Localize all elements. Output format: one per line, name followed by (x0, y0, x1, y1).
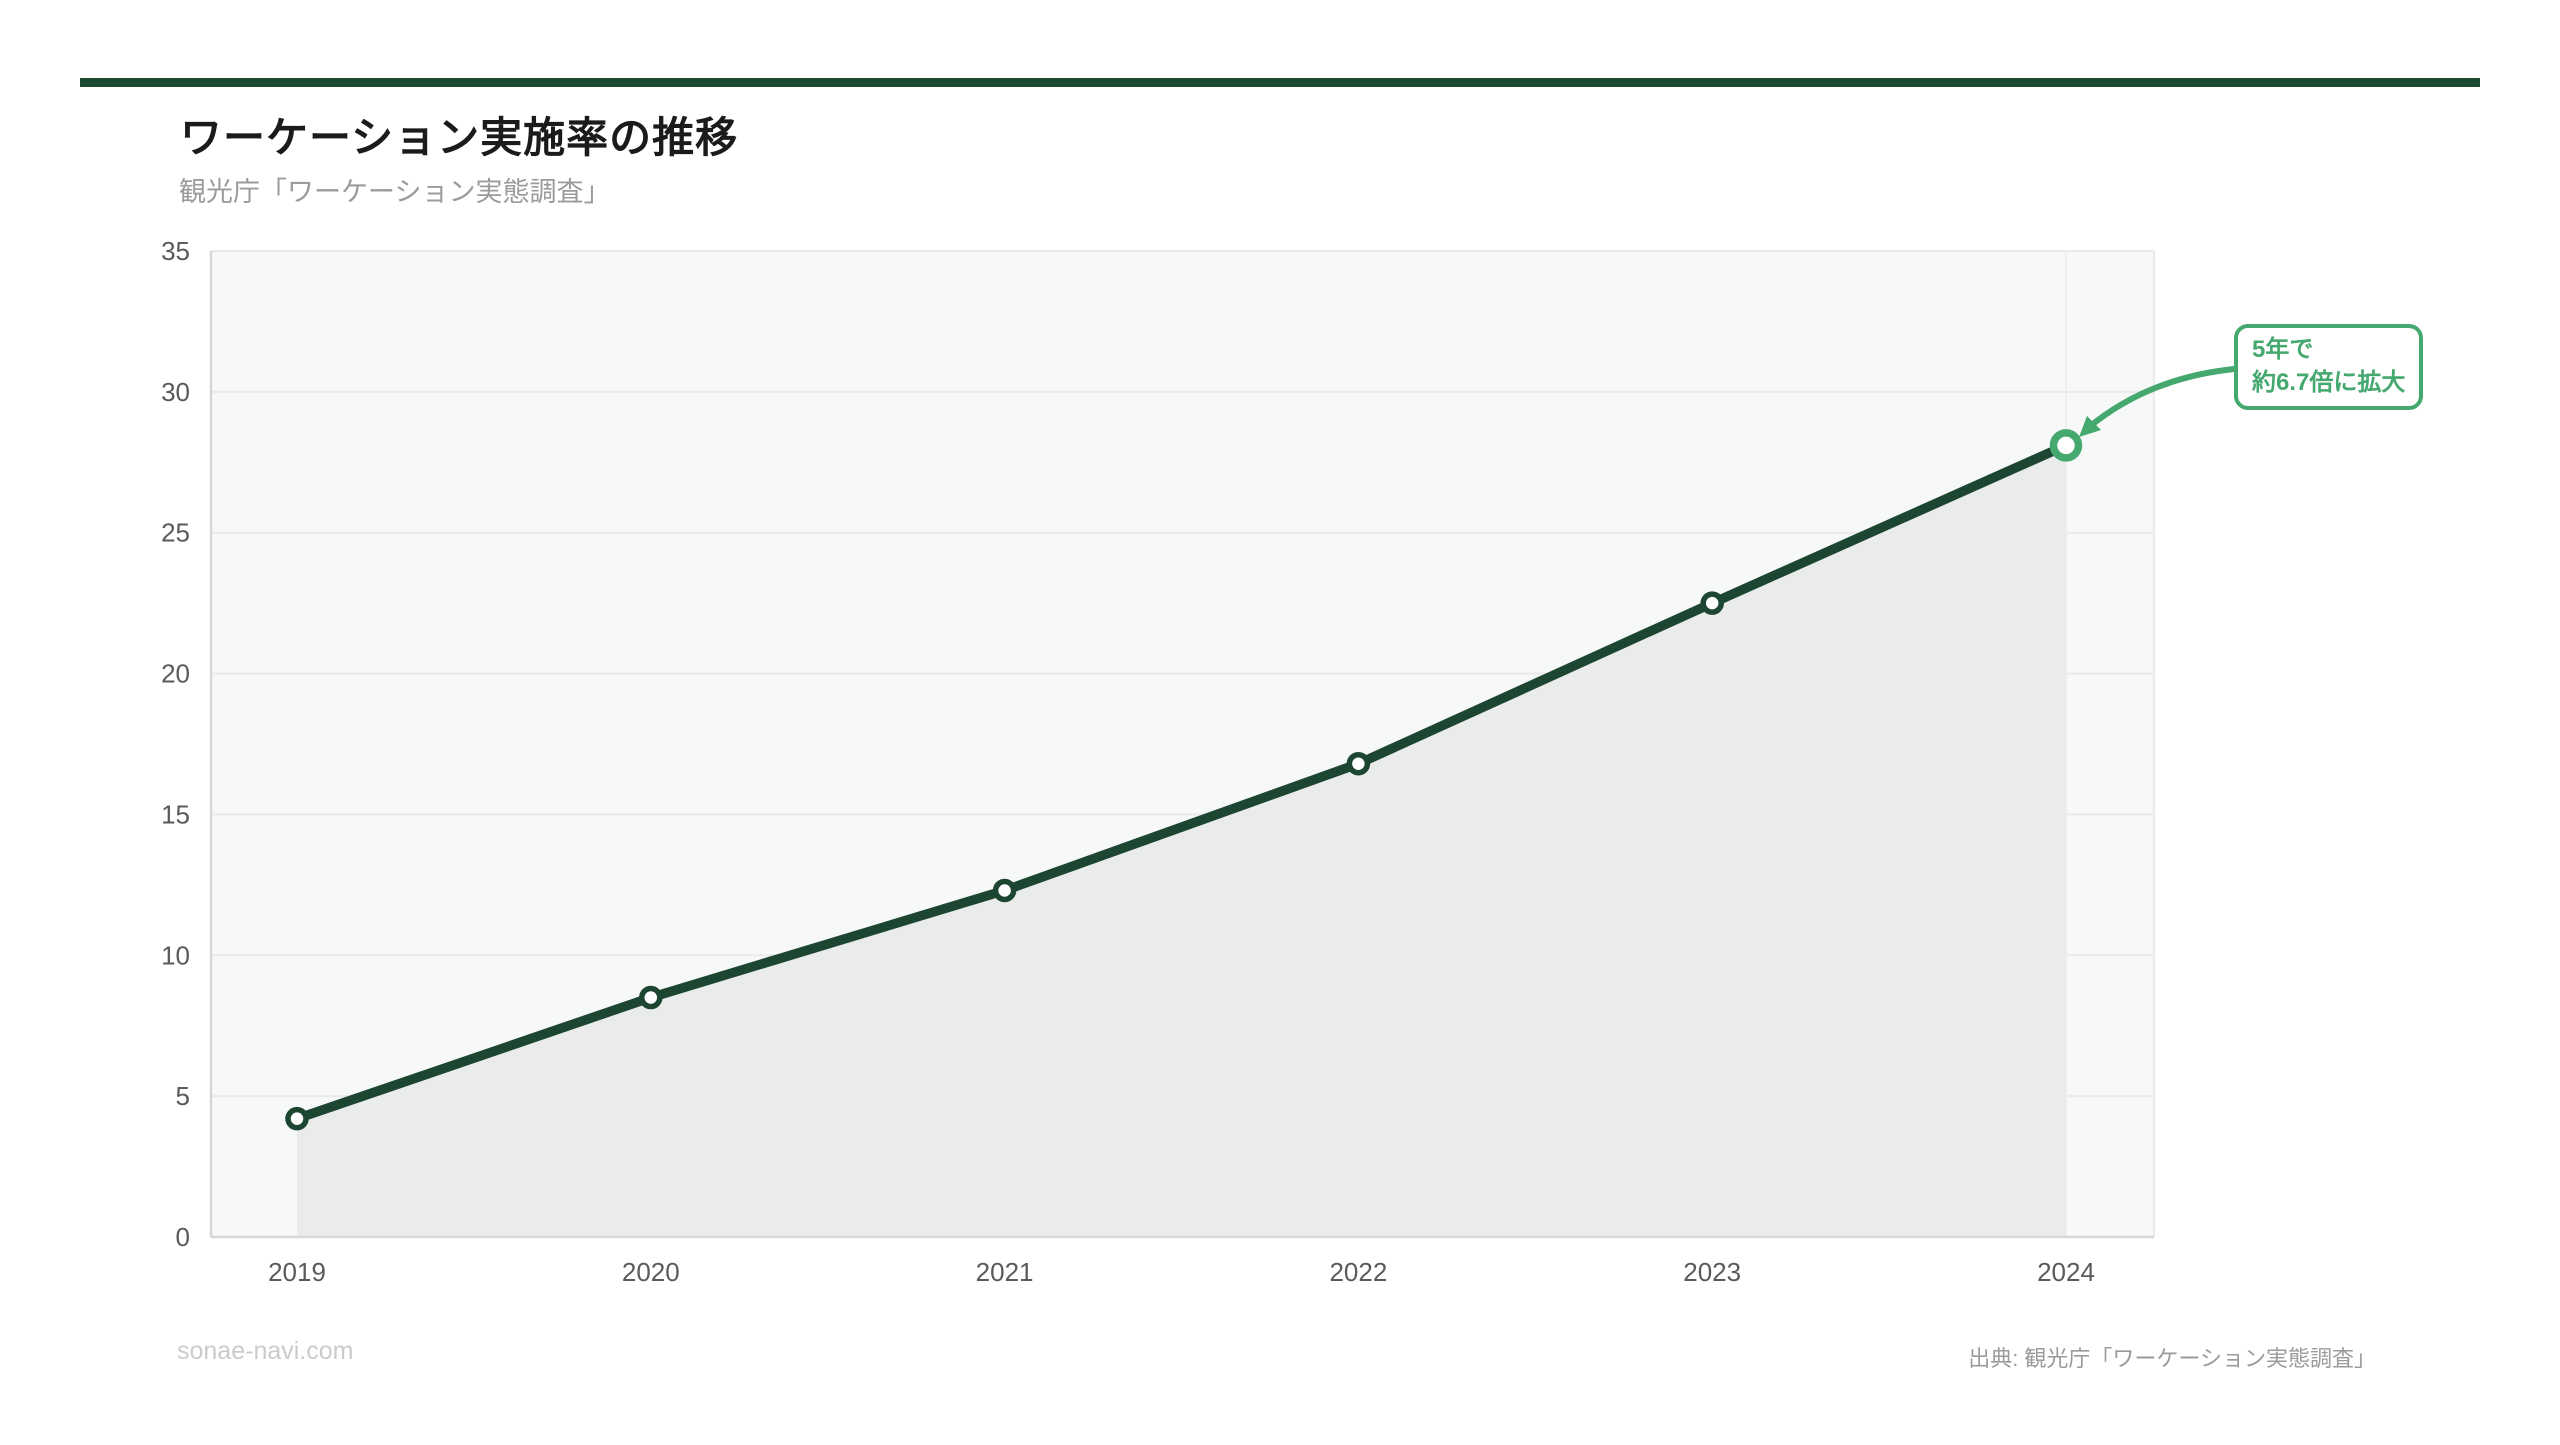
chart-title: ワーケーション実施率の推移 (180, 114, 739, 161)
annotation-arrowhead (2079, 416, 2101, 437)
data-point-marker (1346, 751, 1371, 776)
annotation-line1: 5年で (2252, 336, 2314, 363)
y-tick-label: 5 (176, 1081, 190, 1111)
watermark-text: sonae-navi.com (177, 1337, 354, 1365)
x-tick-label: 2022 (1329, 1257, 1387, 1287)
x-tick-label: 2024 (2037, 1257, 2095, 1287)
annotation-connector (2085, 366, 2237, 431)
area-fill (297, 445, 2066, 1238)
data-point-marker (992, 878, 1017, 903)
y-tick-label: 30 (161, 377, 190, 407)
annotation-callout: 5年で 約6.7倍に拡大 (2234, 324, 2424, 411)
y-tick-label: 0 (176, 1222, 190, 1252)
y-tick-label: 25 (161, 518, 190, 548)
y-tick-label: 35 (161, 236, 190, 266)
x-tick-label: 2020 (622, 1257, 680, 1287)
x-tick-label: 2021 (976, 1257, 1034, 1287)
top-accent-bar (80, 78, 2480, 87)
x-tick-label: 2019 (268, 1257, 326, 1287)
trend-line (292, 440, 2071, 1124)
data-point-marker (639, 985, 663, 1010)
y-tick-label: 15 (161, 799, 190, 829)
annotation-line2: 約6.7倍に拡大 (2252, 369, 2406, 397)
data-point-marker (1700, 591, 1724, 615)
y-tick-label: 20 (161, 659, 190, 689)
last-data-point-marker (2049, 429, 2083, 462)
y-tick-label: 10 (161, 940, 190, 970)
data-point-marker (285, 1106, 309, 1131)
source-text: 出典: 観光庁「ワーケーション実態調査」 (1968, 1346, 2376, 1371)
chart-subtitle: 観光庁「ワーケーション実態調査」 (179, 177, 611, 207)
x-tick-label: 2023 (1683, 1257, 1741, 1287)
